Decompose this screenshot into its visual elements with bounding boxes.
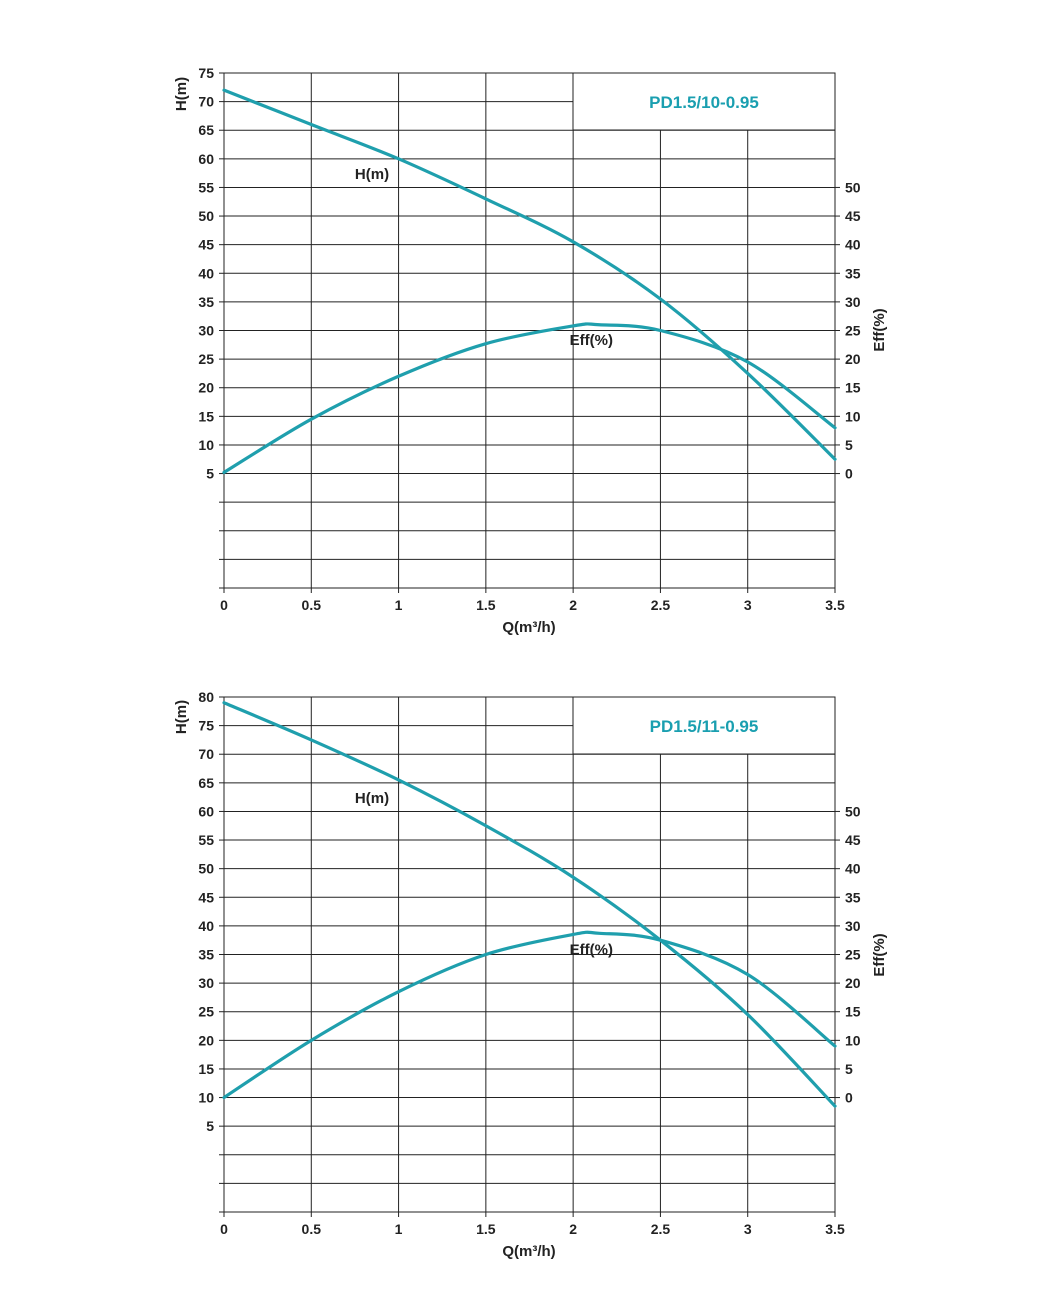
y-tick-label: 5 <box>206 466 214 482</box>
chart-pd1-5-11: PD1.5/11-0.95 Q(m³/h) H(m) Eff(%) 510152… <box>173 689 888 1260</box>
y-tick-label: 30 <box>198 323 214 339</box>
y2-tick-label: 35 <box>845 265 861 281</box>
chart-model-label: PD1.5/11-0.95 <box>650 717 759 736</box>
head-curve-label: H(m) <box>355 790 389 807</box>
head-curve <box>222 88 837 461</box>
y-tick-label: 40 <box>198 265 214 281</box>
y2-tick-label: 40 <box>845 237 861 253</box>
y-tick-label: 55 <box>198 832 214 848</box>
y-tick-label: 15 <box>198 1061 214 1077</box>
y2-tick-label: 45 <box>845 208 861 224</box>
y-tick-label: 45 <box>198 237 214 253</box>
y-tick-label: 10 <box>198 1090 214 1106</box>
y2-tick-label: 30 <box>845 918 861 934</box>
y-tick-label: 15 <box>198 408 214 424</box>
x-tick-label: 0.5 <box>302 1221 322 1237</box>
y-axis-title: H(m) <box>173 700 190 734</box>
y2-tick-label: 45 <box>845 832 861 848</box>
y-tick-label: 55 <box>198 179 214 195</box>
y-tick-label: 75 <box>198 718 214 734</box>
x-tick-label: 1.5 <box>476 597 496 613</box>
y-tick-label: 20 <box>198 380 214 396</box>
head-curve-label: H(m) <box>355 166 389 183</box>
y2-tick-label: 15 <box>845 1004 861 1020</box>
x-tick-label: 2 <box>569 1221 577 1237</box>
x-tick-label: 0 <box>220 1221 228 1237</box>
y2-tick-label: 30 <box>845 294 861 310</box>
y-tick-label: 80 <box>198 689 214 705</box>
chart-pd1-5-10: PD1.5/10-0.95 Q(m³/h) H(m) Eff(%) 510152… <box>173 65 888 636</box>
y2-tick-label: 0 <box>845 1090 853 1106</box>
y-tick-label: 75 <box>198 65 214 81</box>
y-tick-label: 70 <box>198 94 214 110</box>
y-tick-label: 60 <box>198 803 214 819</box>
y2-tick-label: 40 <box>845 861 861 877</box>
x-tick-label: 3 <box>744 597 752 613</box>
y2-tick-label: 25 <box>845 947 861 963</box>
x-tick-label: 1 <box>395 597 403 613</box>
y2-tick-label: 0 <box>845 466 853 482</box>
y2-axis-title: Eff(%) <box>871 308 888 351</box>
y-tick-label: 20 <box>198 1032 214 1048</box>
y-axis-title: H(m) <box>173 77 190 111</box>
efficiency-curve-label: Eff(%) <box>570 332 613 349</box>
x-axis-title: Q(m³/h) <box>502 1243 555 1260</box>
y-tick-label: 65 <box>198 775 214 791</box>
y2-tick-label: 20 <box>845 975 861 991</box>
x-tick-label: 0.5 <box>302 597 322 613</box>
x-tick-label: 1 <box>395 1221 403 1237</box>
y-tick-label: 30 <box>198 975 214 991</box>
y2-tick-label: 5 <box>845 437 853 453</box>
chart-model-box <box>572 696 836 755</box>
y-tick-label: 50 <box>198 861 214 877</box>
y2-tick-label: 20 <box>845 351 861 367</box>
x-tick-label: 3.5 <box>825 1221 845 1237</box>
plot-frame <box>223 696 836 1213</box>
y-tick-label: 50 <box>198 208 214 224</box>
y-tick-label: 40 <box>198 918 214 934</box>
x-tick-label: 2.5 <box>651 1221 671 1237</box>
y-tick-label: 35 <box>198 947 214 963</box>
y2-axis-title: Eff(%) <box>871 933 888 976</box>
chart-model-label: PD1.5/10-0.95 <box>649 93 759 112</box>
efficiency-curve-label: Eff(%) <box>570 942 613 959</box>
y-tick-label: 25 <box>198 1004 214 1020</box>
y-tick-label: 45 <box>198 889 214 905</box>
y2-tick-label: 50 <box>845 803 861 819</box>
efficiency-curve <box>222 930 837 1100</box>
x-tick-label: 2 <box>569 597 577 613</box>
plot-frame <box>223 72 836 589</box>
y-tick-label: 35 <box>198 294 214 310</box>
x-tick-label: 3 <box>744 1221 752 1237</box>
x-tick-label: 0 <box>220 597 228 613</box>
y2-tick-label: 5 <box>845 1061 853 1077</box>
x-tick-label: 2.5 <box>651 597 671 613</box>
y-tick-label: 25 <box>198 351 214 367</box>
y-tick-label: 10 <box>198 437 214 453</box>
head-curve <box>222 701 837 1108</box>
x-tick-label: 3.5 <box>825 597 845 613</box>
chart-model-box <box>572 72 836 131</box>
grid <box>219 696 840 1217</box>
x-tick-label: 1.5 <box>476 1221 496 1237</box>
y2-tick-label: 10 <box>845 1032 861 1048</box>
x-axis-title: Q(m³/h) <box>502 619 555 636</box>
y2-tick-label: 10 <box>845 408 861 424</box>
y-tick-label: 65 <box>198 122 214 138</box>
y-tick-label: 5 <box>206 1118 214 1134</box>
y2-tick-label: 50 <box>845 179 861 195</box>
y2-tick-label: 25 <box>845 323 861 339</box>
y2-tick-label: 35 <box>845 889 861 905</box>
y2-tick-label: 15 <box>845 380 861 396</box>
y-tick-label: 60 <box>198 151 214 167</box>
efficiency-curve <box>222 322 837 475</box>
y-tick-label: 70 <box>198 746 214 762</box>
